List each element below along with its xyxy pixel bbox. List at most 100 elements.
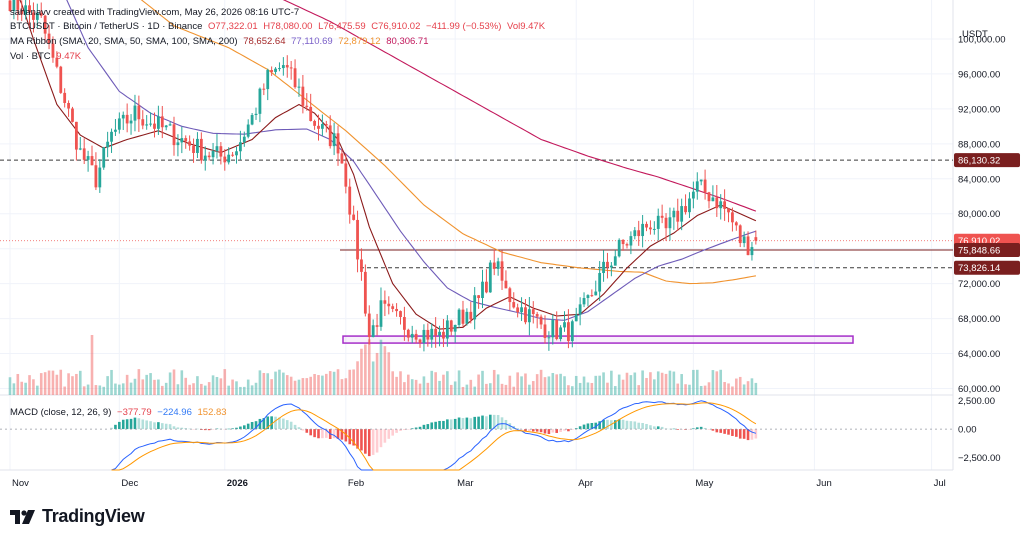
candle	[203, 146, 207, 171]
candle	[180, 126, 184, 154]
candle	[164, 124, 168, 131]
candle-body	[250, 115, 254, 125]
price-tag-label: 86,130.32	[958, 156, 1000, 167]
candle	[586, 294, 590, 307]
volume-bar	[391, 371, 394, 395]
macd-hist-value: −377.79	[117, 407, 152, 418]
volume-bar	[504, 384, 508, 395]
volume-bar	[680, 374, 683, 395]
candle-body	[695, 181, 699, 192]
candle-body	[625, 244, 629, 246]
macd-line[interactable]: MACD (close, 12, 26, 9) −377.79 −224.96 …	[10, 407, 230, 418]
volume-line[interactable]: Vol · BTC 9.47K	[10, 51, 84, 62]
macd-histogram-bar	[699, 426, 703, 430]
macd-histogram-bar	[465, 417, 469, 430]
candle	[457, 308, 461, 329]
price-tag: 75,848.66	[954, 243, 1020, 258]
symbol-line[interactable]: BTCUSDT · Bitcoin / TetherUS · 1D · Bina…	[10, 21, 548, 32]
macd-histogram-bar	[449, 419, 453, 430]
volume-bar	[684, 384, 687, 395]
candle-body	[617, 239, 621, 257]
candle-body	[86, 156, 90, 160]
candle-body	[235, 151, 238, 156]
macd-histogram-bar	[364, 429, 367, 454]
volume-bar	[473, 386, 476, 395]
volume-bar	[606, 382, 609, 395]
moving-averages	[19, 0, 757, 330]
macd-histogram-bar	[313, 429, 316, 438]
time-axis[interactable]: Nov Dec 2026 Feb Mar Apr May Jun Jul	[12, 478, 946, 489]
macd-histogram-bar	[266, 416, 270, 430]
candle-body	[551, 320, 555, 338]
macd-histogram-bar	[578, 426, 582, 430]
candle-body	[715, 197, 719, 209]
candle	[379, 287, 383, 331]
candle	[12, 0, 16, 20]
candle-body	[305, 105, 309, 107]
volume-bar	[645, 377, 648, 395]
candle	[110, 128, 113, 153]
candle	[582, 292, 586, 308]
macd-pane	[0, 400, 953, 471]
volume-bar	[750, 378, 754, 395]
price-tick-label: 92,000.00	[958, 104, 1000, 115]
candle	[328, 115, 332, 149]
ma-ribbon-line[interactable]: MA Ribbon (SMA, 20, SMA, 50, SMA, 100, S…	[10, 36, 432, 47]
volume-bar	[531, 381, 535, 395]
candle	[477, 295, 480, 309]
ma-ribbon-label[interactable]: MA Ribbon (SMA, 20, SMA, 50, SMA, 100, S…	[10, 36, 238, 47]
candle-body	[203, 155, 207, 161]
candle-body	[176, 142, 180, 146]
volume-bar	[621, 379, 625, 395]
created-text: sahanavv created with TradingView.com, M…	[10, 7, 300, 18]
candle-body	[168, 124, 172, 126]
volume-bar	[317, 375, 320, 395]
volume-label[interactable]: Vol · BTC	[10, 51, 51, 62]
candle-body	[321, 124, 324, 129]
volume-bar	[63, 386, 66, 395]
macd-histogram-bar	[531, 429, 535, 432]
tradingview-logo[interactable]: TradingView	[10, 506, 145, 527]
macd-histogram-bar	[629, 421, 633, 430]
macd-histogram-bar	[492, 414, 496, 430]
candle-body	[512, 302, 516, 308]
macd-histogram-bar	[504, 419, 508, 430]
candle	[192, 138, 195, 163]
candle-body	[231, 154, 234, 156]
candle	[742, 231, 746, 248]
macd-histogram-bar	[473, 416, 476, 430]
candle-body	[445, 320, 449, 339]
candle	[67, 100, 70, 117]
volume-bar	[637, 385, 641, 395]
candle-body	[406, 329, 410, 338]
candle-body	[196, 138, 199, 153]
macd-label[interactable]: MACD (close, 12, 26, 9)	[10, 407, 112, 418]
candle	[129, 114, 133, 135]
volume-bar	[192, 383, 195, 395]
candle	[55, 51, 59, 69]
volume-bar	[180, 370, 184, 395]
candle-body	[254, 113, 258, 116]
candle	[649, 220, 652, 235]
macd-histogram-bar	[543, 429, 547, 434]
candle-body	[496, 261, 500, 269]
candle-body	[731, 212, 734, 223]
grid	[0, 0, 954, 471]
candle-body	[274, 68, 277, 72]
candle-body	[12, 0, 16, 11]
volume-bar	[282, 372, 285, 395]
volume-bar	[699, 385, 703, 395]
macd-histogram-bar	[188, 428, 191, 430]
macd-histogram-bar	[711, 429, 715, 431]
macd-histogram-bar	[391, 429, 394, 436]
macd-histogram-bar	[422, 424, 426, 430]
symbol-text[interactable]: BTCUSDT · Bitcoin / TetherUS · 1D · Bina…	[10, 21, 203, 32]
volume-bar	[676, 383, 680, 395]
candle-body	[188, 141, 192, 146]
volume-bar	[738, 376, 742, 395]
volume-bar	[36, 385, 39, 395]
volume-bar	[711, 370, 715, 395]
price-tag-bg	[954, 260, 1020, 275]
candle	[281, 57, 285, 76]
